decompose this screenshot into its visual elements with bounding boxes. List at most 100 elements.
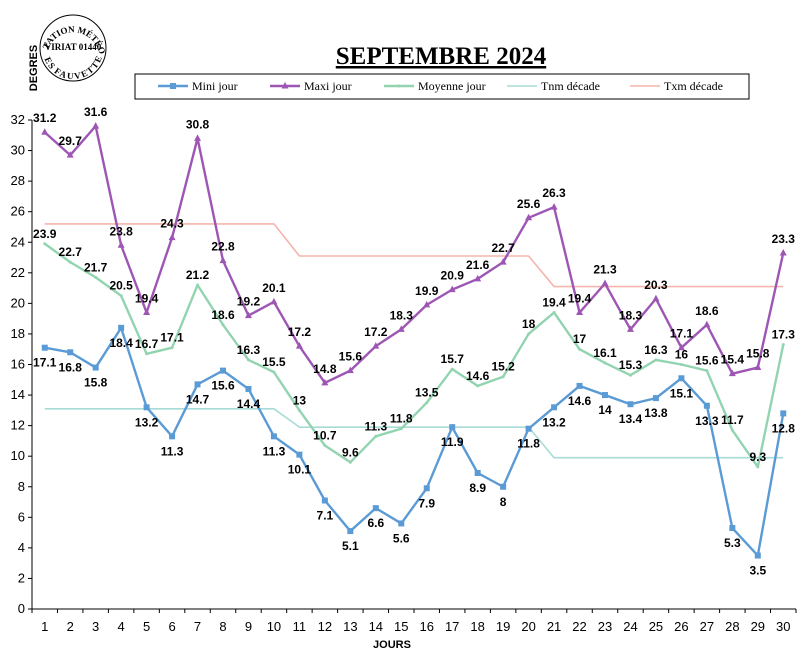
x-tick-label: 6 (168, 619, 175, 634)
data-label: 15.2 (491, 360, 515, 374)
data-label: 16.1 (593, 346, 617, 360)
chart-title: SEPTEMBRE 2024 (336, 43, 547, 70)
x-tick-label: 18 (470, 619, 484, 634)
data-label: 7.9 (418, 496, 435, 510)
x-tick-label: 1 (41, 619, 48, 634)
marker-point (500, 483, 507, 490)
y-tick-label: 0 (18, 601, 25, 616)
data-label: 17.2 (364, 325, 388, 339)
marker-point (297, 408, 301, 412)
marker-point (270, 433, 277, 440)
marker-point (372, 505, 379, 512)
marker-point (780, 410, 787, 417)
marker-point (145, 352, 149, 356)
x-tick-label: 19 (496, 619, 510, 634)
marker-point (348, 460, 352, 464)
x-tick-label: 10 (267, 619, 281, 634)
data-label: 16.8 (59, 360, 83, 374)
marker-point (321, 378, 329, 386)
marker-point (68, 260, 72, 264)
marker-point (576, 382, 583, 389)
data-label: 13.2 (135, 415, 159, 429)
marker-point (449, 424, 456, 431)
legend-label: Tnm décade (541, 79, 600, 93)
x-tick-label: 26 (674, 619, 688, 634)
data-label: 20.3 (644, 278, 668, 292)
data-label: 23.8 (109, 224, 133, 238)
data-label: 11.9 (441, 435, 464, 449)
data-label: 23.9 (33, 227, 57, 241)
data-label: 15.7 (441, 352, 465, 366)
y-tick-label: 6 (18, 509, 25, 524)
x-tick-label: 9 (245, 619, 252, 634)
x-tick-label: 23 (598, 619, 612, 634)
marker-point (67, 349, 74, 356)
y-tick-label: 2 (18, 570, 25, 585)
marker-point (703, 402, 710, 409)
marker-point (194, 381, 201, 388)
marker-point (576, 308, 584, 316)
legend-marker (397, 84, 401, 88)
x-tick-label: 4 (118, 619, 125, 634)
marker-point (323, 443, 327, 447)
legend: Mini jour Maxi jour Moyenne jour Tnm décade… (134, 73, 750, 100)
y-axis-label: DEGRES (28, 45, 40, 91)
y-tick-label: 18 (11, 326, 25, 341)
marker-point (66, 151, 74, 158)
data-label: 24.3 (160, 217, 184, 231)
marker-point (168, 233, 176, 241)
series-line-4 (44, 223, 784, 288)
data-label: 16.3 (644, 343, 668, 357)
marker-point (678, 375, 685, 382)
data-label: 19.2 (237, 295, 261, 309)
data-label: 8.9 (469, 481, 486, 495)
data-label: 11.8 (517, 437, 540, 451)
data-label: 10.1 (288, 463, 312, 477)
x-tick-label: 7 (194, 619, 201, 634)
x-tick-label: 3 (92, 619, 99, 634)
legend-label: Mini jour (192, 79, 238, 93)
marker-point (169, 433, 176, 440)
marker-point (196, 283, 200, 287)
y-tick-label: 22 (11, 265, 25, 280)
marker-point (781, 343, 785, 347)
data-label: 15.8 (84, 376, 108, 390)
data-label: 18 (522, 317, 536, 331)
series-line-0 (44, 326, 785, 557)
marker-point (703, 320, 711, 328)
marker-point (627, 401, 634, 408)
marker-point (220, 367, 226, 374)
data-label: 20.1 (262, 281, 286, 295)
data-label: 13.4 (619, 412, 643, 426)
data-label: 13.5 (415, 386, 439, 400)
marker-point (143, 308, 151, 316)
marker-point (754, 552, 761, 559)
marker-point (118, 324, 125, 331)
data-label: 18.3 (619, 308, 643, 322)
y-tick-label: 12 (11, 418, 25, 433)
marker-point (346, 366, 354, 374)
marker-point (602, 392, 608, 399)
marker-point (92, 364, 99, 371)
data-label: 22.7 (59, 245, 83, 259)
data-label: 22.7 (491, 241, 515, 255)
marker-point (423, 485, 430, 492)
marker-point (501, 375, 505, 379)
data-label: 13.8 (644, 406, 668, 420)
marker-point (527, 332, 531, 336)
x-tick-label: 27 (700, 619, 714, 634)
data-label: 10.7 (313, 428, 337, 442)
data-label: 31.2 (33, 111, 57, 125)
x-tick-label: 16 (419, 619, 433, 634)
x-axis-label: JOURS (373, 639, 411, 651)
data-label: 9.3 (749, 450, 766, 464)
data-label: 15.6 (211, 379, 235, 393)
y-tick-label: 28 (11, 173, 25, 188)
marker-point (705, 369, 709, 373)
legend-label: Moyenne jour (418, 79, 486, 93)
marker-point (474, 274, 482, 282)
marker-point (398, 520, 405, 527)
data-label: 5.3 (724, 536, 741, 550)
